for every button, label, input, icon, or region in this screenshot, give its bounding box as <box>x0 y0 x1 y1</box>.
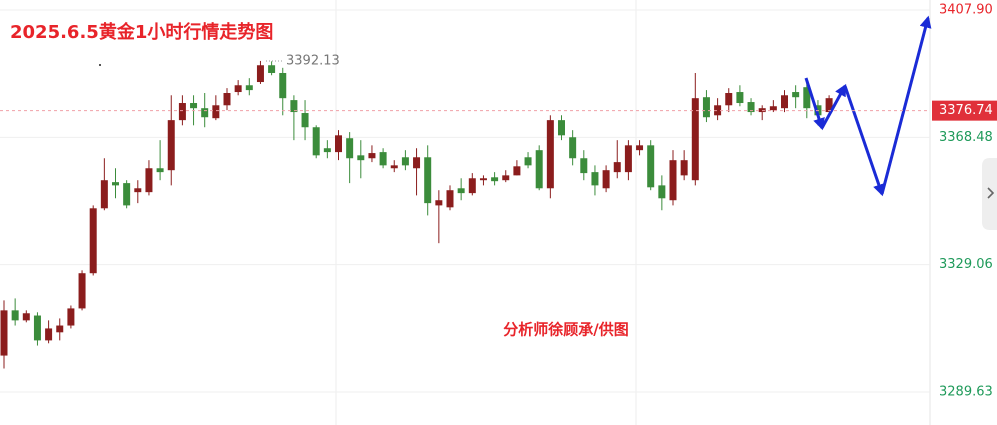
candle-body <box>513 166 521 176</box>
candle-body <box>758 108 766 113</box>
candle-body <box>123 183 131 206</box>
candle-body <box>11 310 19 321</box>
candle-body <box>134 188 142 193</box>
candle-body <box>725 93 733 106</box>
candle-body <box>624 145 632 173</box>
candle-body <box>691 98 699 181</box>
y-tick-label: 3329.06 <box>939 257 993 272</box>
chart-title: 2025.6.5黄金1小时行情走势图 <box>10 21 273 43</box>
candle-body <box>792 92 800 98</box>
candle-body <box>301 113 309 128</box>
candle-body <box>803 87 811 109</box>
candle-body <box>234 85 242 93</box>
y-tick-label: 3368.48 <box>939 130 993 145</box>
candle-body <box>569 137 577 159</box>
forecast-arrow <box>804 15 932 197</box>
candle-body <box>256 65 264 83</box>
candle-body <box>658 185 666 199</box>
y-tick-label: 3289.63 <box>939 384 993 399</box>
candle-body <box>502 175 510 181</box>
side-tab[interactable] <box>982 158 997 230</box>
candle-body <box>546 120 554 189</box>
candle-body <box>390 165 398 169</box>
candle-body <box>323 148 331 153</box>
arrow-segment <box>843 85 885 197</box>
candles <box>0 60 833 369</box>
candle-body <box>223 93 231 106</box>
candle-body <box>190 103 198 109</box>
candle-body <box>669 160 677 201</box>
candle-body <box>535 150 543 189</box>
candle-body <box>78 273 86 309</box>
last-price-label: 3376.74 <box>939 103 993 118</box>
candle-body <box>647 145 655 188</box>
candle-body <box>67 308 75 326</box>
candle-body <box>357 155 365 161</box>
candle-body <box>290 100 298 113</box>
candle-body <box>335 135 342 153</box>
candle-body <box>45 328 53 341</box>
candle-body <box>446 190 454 208</box>
max-label: 3392.13 <box>286 53 340 68</box>
candle-body <box>524 157 532 166</box>
candle-body <box>435 200 443 206</box>
y-tick-label: 3407.90 <box>939 3 993 18</box>
candle-body <box>401 157 409 166</box>
candle-body <box>769 106 777 111</box>
candle-body <box>680 160 688 176</box>
watermark: 分析师徐顾承/供图 <box>503 321 628 339</box>
candle-body <box>491 177 499 182</box>
last-price-tag <box>932 100 997 121</box>
grid <box>0 0 931 425</box>
candle-body <box>714 105 722 116</box>
candle-body <box>613 162 621 173</box>
dot <box>99 64 101 66</box>
candle-body <box>178 103 186 121</box>
candle-body <box>580 158 588 174</box>
candle-body <box>145 168 153 193</box>
candle-body <box>22 313 30 321</box>
candle-body <box>591 172 599 186</box>
candle-body <box>279 72 287 99</box>
candle-body <box>100 180 108 209</box>
tab-chevron[interactable] <box>987 187 995 199</box>
candle-body <box>424 157 432 204</box>
candle-body <box>636 145 644 151</box>
candle-body <box>479 178 487 181</box>
candle-body <box>33 315 41 341</box>
candle-body <box>201 108 209 118</box>
candle-body <box>167 120 175 171</box>
candle-body <box>413 157 421 169</box>
candle-body <box>468 178 476 194</box>
candle-body <box>89 208 97 274</box>
arrow-segment <box>804 77 825 131</box>
candle-body <box>379 152 387 166</box>
candle-body <box>368 153 376 159</box>
tab-bg[interactable] <box>982 158 997 230</box>
arrow-segment <box>880 15 932 195</box>
candle-body <box>702 97 710 118</box>
candle-body <box>268 65 276 73</box>
candle-body <box>312 127 320 156</box>
candle-body <box>245 85 253 91</box>
candle-body <box>558 120 565 136</box>
arrow-segment <box>820 83 847 129</box>
candle-body <box>825 98 833 113</box>
candle-body <box>747 102 755 113</box>
candle-body <box>156 168 164 173</box>
candle-body <box>56 325 64 333</box>
candle-body <box>0 310 8 356</box>
candle-body <box>736 92 744 104</box>
candle-body <box>212 105 220 119</box>
candle-body <box>346 138 354 159</box>
candle-body <box>112 182 119 186</box>
candle-body <box>781 95 788 109</box>
candle-body <box>457 188 465 194</box>
candle-body <box>602 170 610 189</box>
